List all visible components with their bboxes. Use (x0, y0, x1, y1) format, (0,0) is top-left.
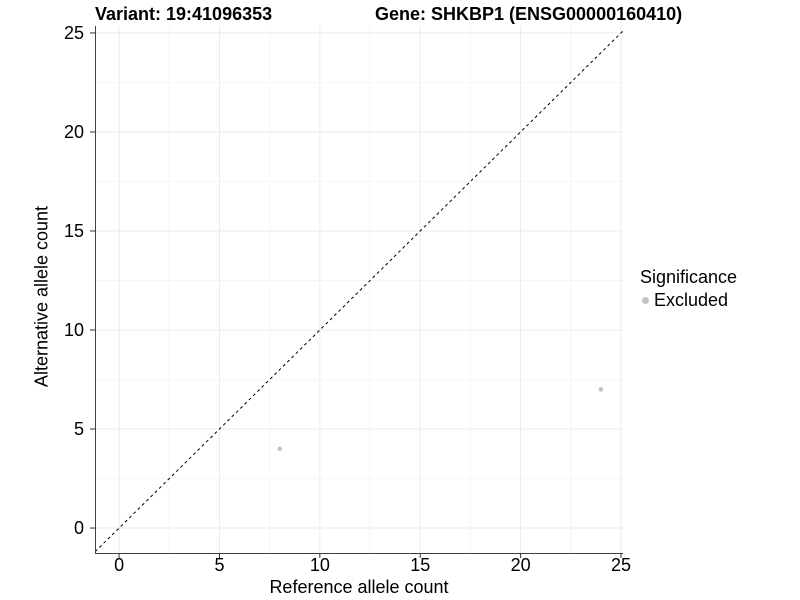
plot-title-variant: Variant: 19:41096353 (95, 4, 273, 24)
y-tick-label: 15 (63, 220, 84, 241)
x-axis-label: Reference allele count (269, 577, 449, 597)
legend: Significance Excluded (640, 266, 737, 310)
y-tick-label: 25 (63, 22, 84, 43)
plot-title-gene: Gene: SHKBP1 (ENSG00000160410) (375, 4, 683, 24)
legend-title: Significance (640, 267, 738, 287)
x-tick-label: 10 (309, 555, 330, 575)
y-tick-label: 0 (73, 518, 84, 539)
plot-panel (90, 26, 623, 558)
x-tick-label: 5 (214, 555, 225, 575)
legend-item-label: Excluded (654, 290, 729, 310)
x-tick-label: 20 (510, 555, 531, 575)
y-tick-label: 20 (63, 121, 84, 142)
legend-item-excluded: Excluded (640, 290, 737, 310)
x-tick-label: 0 (114, 555, 125, 575)
legend-point-icon (642, 296, 649, 304)
y-axis-label: Alternative allele count (31, 205, 52, 388)
x-tick-label: 25 (610, 555, 631, 575)
y-tick-label: 5 (73, 419, 84, 440)
x-tick-label: 15 (410, 555, 431, 575)
y-tick-label: 10 (63, 320, 84, 340)
